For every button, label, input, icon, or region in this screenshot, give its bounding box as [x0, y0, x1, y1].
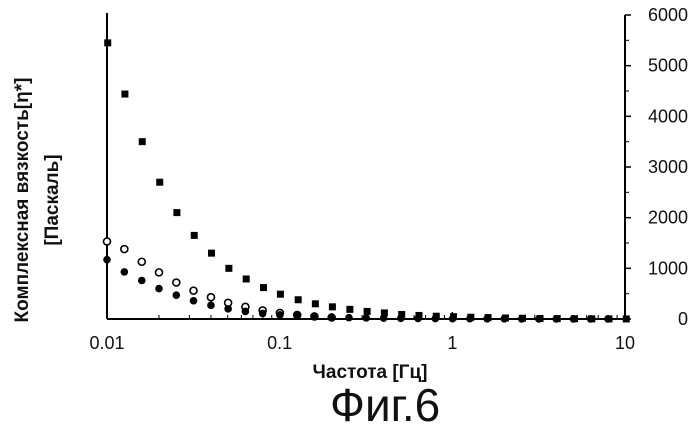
- filled-circle-point: [259, 310, 267, 318]
- square-point: [191, 232, 198, 239]
- y-tick-label: 4000: [648, 106, 688, 126]
- x-tick-label: 0.1: [267, 333, 292, 353]
- open-circle-point: [155, 269, 162, 276]
- y-axis-title-line2: [Паскаль]: [42, 154, 63, 245]
- filled-circle-point: [449, 315, 457, 323]
- axis-ticks: 0.01 0.1 1 10 0 1000 2000 3000 4000 5000 6000: [89, 5, 688, 353]
- filled-circle-point: [155, 285, 163, 293]
- filled-circle-point: [293, 312, 301, 320]
- y-tick-label: 3000: [648, 157, 688, 177]
- square-point: [364, 308, 371, 315]
- filled-circle-point: [276, 311, 284, 319]
- square-point: [260, 284, 267, 291]
- square-point: [104, 39, 111, 46]
- filled-circle-point: [311, 313, 319, 321]
- filled-circle-point: [570, 315, 578, 323]
- filled-circle-point: [138, 277, 146, 285]
- filled-circle-point: [224, 305, 232, 313]
- filled-circle-point: [345, 314, 353, 322]
- open-circle-point: [207, 294, 214, 301]
- square-point: [295, 296, 302, 303]
- open-circle-point: [104, 238, 111, 245]
- filled-circle-point: [466, 315, 474, 323]
- square-point: [346, 306, 353, 313]
- y-tick-label: 5000: [648, 56, 688, 76]
- filled-circle-point: [483, 315, 491, 323]
- x-tick-label: 10: [615, 333, 635, 353]
- open-circle-point: [138, 258, 145, 265]
- filled-circle-point: [362, 314, 370, 322]
- x-tick-label: 0.01: [89, 333, 124, 353]
- plot-axes: [107, 13, 625, 319]
- data-points: [103, 39, 630, 322]
- square-point: [139, 138, 146, 145]
- square-point: [277, 291, 284, 298]
- filled-circle-point: [328, 313, 336, 321]
- filled-circle-point: [242, 308, 250, 316]
- filled-circle-point: [552, 315, 560, 323]
- open-circle-point: [121, 246, 128, 253]
- square-point: [156, 179, 163, 186]
- y-axis-title-line1: Комплексная вязкость[η*]: [12, 78, 33, 323]
- filled-circle-point: [414, 315, 422, 323]
- open-circle-point: [190, 287, 197, 294]
- square-point: [329, 303, 336, 310]
- y-tick-label: 6000: [648, 5, 688, 25]
- filled-circle-point: [432, 315, 440, 323]
- filled-circle-point: [535, 315, 543, 323]
- filled-circle-point: [518, 315, 526, 323]
- x-tick-label: 1: [447, 333, 457, 353]
- filled-circle-point: [190, 297, 198, 305]
- square-point: [243, 275, 250, 282]
- open-circle-point: [173, 279, 180, 286]
- filled-circle-point: [103, 256, 111, 264]
- square-point: [121, 91, 128, 98]
- filled-circle-point: [121, 268, 129, 276]
- filled-circle-point: [397, 315, 405, 323]
- y-tick-label: 2000: [648, 208, 688, 228]
- filled-circle-point: [380, 314, 388, 322]
- filled-circle-point: [207, 302, 215, 310]
- figure-caption: Фиг.6: [330, 378, 440, 432]
- y-axis-title: Комплексная вязкость[η*] [Паскаль]: [12, 78, 63, 323]
- y-tick-label: 0: [678, 309, 688, 329]
- square-point: [312, 300, 319, 307]
- y-tick-label: 1000: [648, 258, 688, 278]
- square-point: [225, 265, 232, 272]
- square-point: [173, 209, 180, 216]
- filled-circle-point: [501, 315, 509, 323]
- square-point: [208, 250, 215, 257]
- filled-circle-point: [587, 315, 595, 323]
- square-point: [623, 315, 630, 322]
- filled-circle-point: [173, 291, 181, 299]
- filled-circle-point: [604, 315, 612, 323]
